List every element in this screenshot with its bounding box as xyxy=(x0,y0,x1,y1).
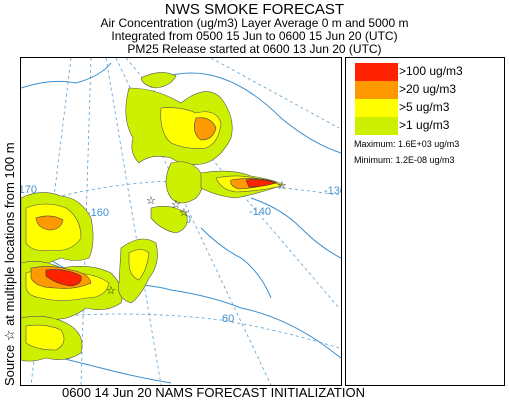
source-marker: ☆ xyxy=(179,207,189,219)
legend-label: >100 ug/m3 xyxy=(399,64,463,78)
source-markers: ☆ ☆ ☆ ☆ ☆ xyxy=(106,180,287,297)
forecast-title: NWS SMOKE FORECAST xyxy=(164,1,345,18)
legend-item-over-5: >5 ug/m3 xyxy=(355,99,495,117)
meridian-120 xyxy=(210,58,340,129)
legend-maximum: Maximum: 1.6E+03 ug/m3 xyxy=(354,139,460,149)
forecast-initialization-footer: 0600 14 Jun 20 NAMS FORECAST INITIALIZAT… xyxy=(62,385,365,400)
source-marker: ☆ xyxy=(171,199,181,211)
integration-period-line: Integrated from 0500 15 Jun to 0600 15 J… xyxy=(111,29,398,43)
source-location-label: Source ☆ at multiple locations from 100 … xyxy=(2,142,17,386)
legend-swatch xyxy=(355,117,398,135)
legend-label: >5 ug/m3 xyxy=(399,100,450,114)
smoke-band-over-100 xyxy=(45,179,277,287)
source-marker: ☆ xyxy=(277,180,287,192)
legend-swatch xyxy=(355,81,398,99)
legend-label: >20 ug/m3 xyxy=(399,82,457,96)
grid-label-130: -130 xyxy=(324,185,341,197)
meridian-150 xyxy=(105,58,162,385)
release-start-line: PM25 Release started at 0600 13 Jun 20 (… xyxy=(127,42,382,56)
latitude-line-60 xyxy=(21,313,340,349)
legend-item-over-1: >1 ug/m3 xyxy=(355,117,495,135)
map-canvas: -170 -160 -150 -140 -130 60 xyxy=(21,58,341,385)
legend-swatch xyxy=(355,63,398,81)
legend-minimum: Minimum: 1.2E-08 ug/m3 xyxy=(354,155,455,165)
smoke-map: -170 -160 -150 -140 -130 60 xyxy=(20,57,342,386)
legend-swatch xyxy=(355,99,398,117)
grid-label-60: 60 xyxy=(222,313,234,325)
source-marker: ☆ xyxy=(146,195,156,207)
grid-label-170: -170 xyxy=(21,184,37,196)
coastlines xyxy=(21,62,341,384)
source-marker: ☆ xyxy=(106,285,116,297)
concentration-layer-line: Air Concentration (ug/m3) Layer Average … xyxy=(100,16,409,30)
latitude-line-north xyxy=(21,180,340,207)
legend-item-over-20: >20 ug/m3 xyxy=(355,81,495,99)
concentration-legend: >100 ug/m3 >20 ug/m3 >5 ug/m3 >1 ug/m3 M… xyxy=(345,57,505,386)
legend-item-over-100: >100 ug/m3 xyxy=(355,63,495,81)
legend-label: >1 ug/m3 xyxy=(399,118,450,132)
grid-label-160: -160 xyxy=(87,207,109,219)
grid-label-140: -140 xyxy=(249,206,271,218)
